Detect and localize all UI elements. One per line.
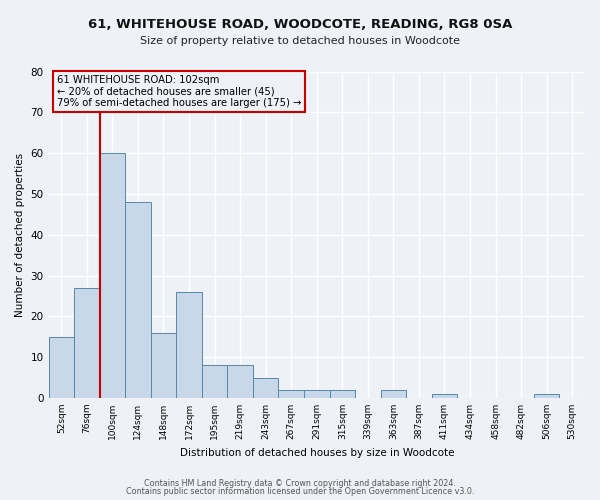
Bar <box>151 332 176 398</box>
Bar <box>534 394 559 398</box>
Bar <box>304 390 329 398</box>
Bar <box>380 390 406 398</box>
Bar <box>432 394 457 398</box>
Text: Contains public sector information licensed under the Open Government Licence v3: Contains public sector information licen… <box>126 487 474 496</box>
Bar <box>176 292 202 398</box>
Bar <box>100 153 125 398</box>
Bar <box>74 288 100 398</box>
Bar <box>253 378 278 398</box>
Text: 61, WHITEHOUSE ROAD, WOODCOTE, READING, RG8 0SA: 61, WHITEHOUSE ROAD, WOODCOTE, READING, … <box>88 18 512 30</box>
Y-axis label: Number of detached properties: Number of detached properties <box>15 152 25 317</box>
Bar <box>49 336 74 398</box>
Bar <box>278 390 304 398</box>
Bar <box>227 366 253 398</box>
X-axis label: Distribution of detached houses by size in Woodcote: Distribution of detached houses by size … <box>179 448 454 458</box>
Bar <box>202 366 227 398</box>
Text: 61 WHITEHOUSE ROAD: 102sqm
← 20% of detached houses are smaller (45)
79% of semi: 61 WHITEHOUSE ROAD: 102sqm ← 20% of deta… <box>56 75 301 108</box>
Bar <box>329 390 355 398</box>
Text: Contains HM Land Registry data © Crown copyright and database right 2024.: Contains HM Land Registry data © Crown c… <box>144 478 456 488</box>
Bar <box>125 202 151 398</box>
Text: Size of property relative to detached houses in Woodcote: Size of property relative to detached ho… <box>140 36 460 46</box>
